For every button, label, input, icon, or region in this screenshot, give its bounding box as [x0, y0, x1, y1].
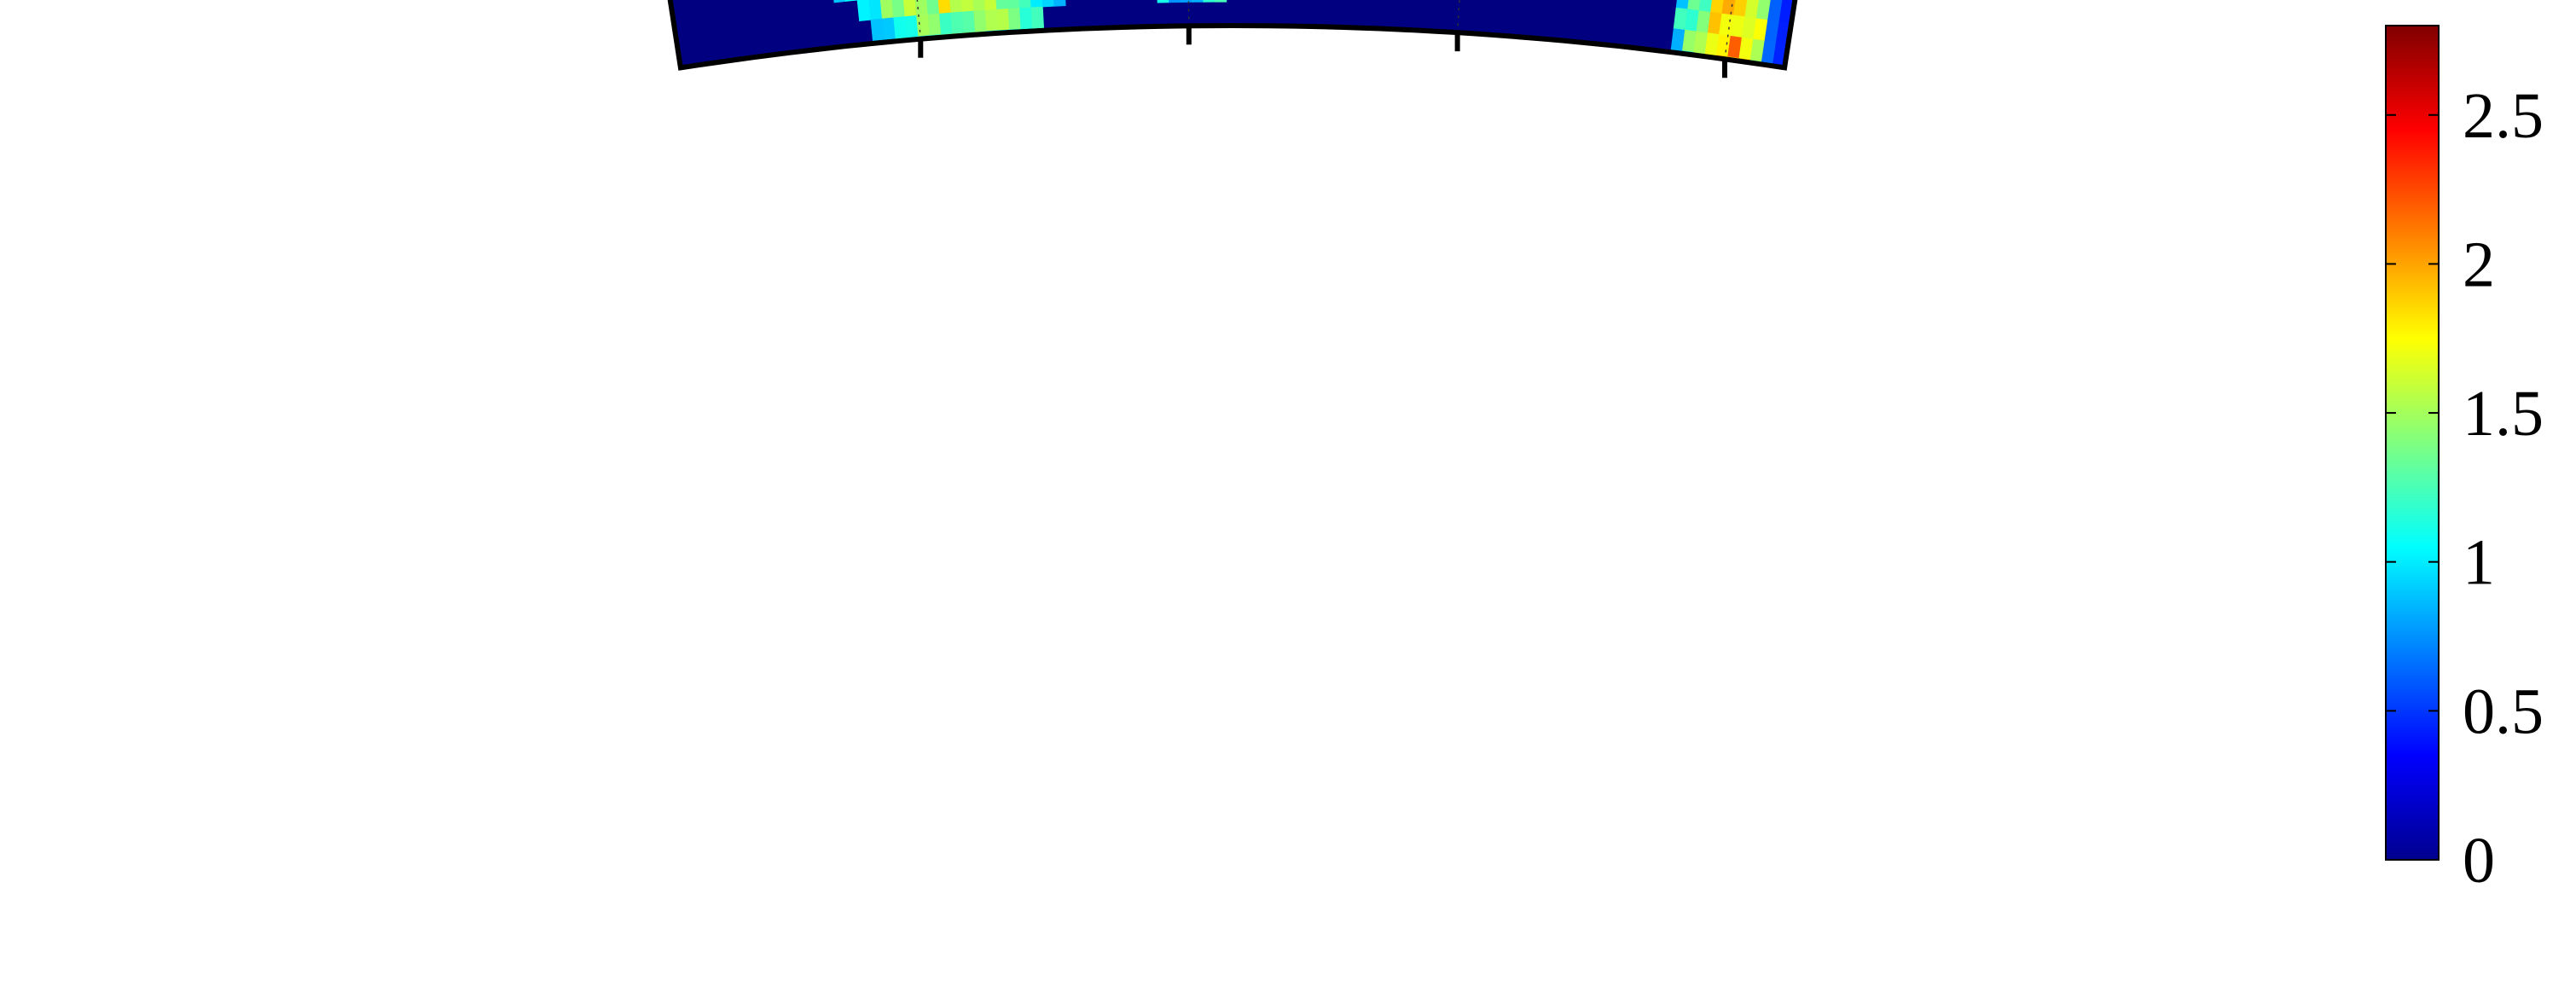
map-area [549, 0, 1916, 68]
heatmap-cell [904, 15, 920, 38]
colorbar-tick-label: 0 [2463, 825, 2495, 896]
heatmap-cell [984, 9, 999, 32]
heatmap-cell [856, 0, 872, 22]
heatmap-cell [914, 0, 929, 16]
heatmap-cell [1053, 0, 1066, 7]
heatmap-cell [925, 0, 940, 15]
heatmap-cell [902, 0, 917, 17]
latitude-labels: 44°N30'43°N30'42°N [509, 0, 647, 4]
heatmap-cell [949, 0, 963, 14]
heatmap-cell [1007, 0, 1020, 9]
heatmap-cell [937, 0, 952, 15]
colorbar-tick-label: 0.5 [2463, 676, 2544, 747]
heatmap-cell [927, 13, 942, 36]
colorbar: 0 0.5 1 1.5 2 2.5 [2385, 25, 2544, 896]
heatmap-cell [1030, 6, 1045, 29]
heatmap-cell [868, 0, 883, 20]
heatmap-cell [870, 18, 885, 42]
colorbar-tick-label: 2 [2463, 229, 2495, 300]
heatmap-cell [1168, 0, 1181, 3]
map-frame [667, 0, 1798, 71]
heatmap-cell [879, 0, 895, 20]
frame-ticks [918, 26, 1728, 78]
heatmap-cell [1030, 0, 1043, 9]
heatmap-cell [1018, 0, 1032, 9]
heatmap-cell [972, 0, 986, 12]
heatmap-cell [893, 16, 908, 39]
colorbar-tick-label: 1 [2463, 527, 2495, 599]
heatmap-cell [1019, 7, 1033, 30]
heatmap-cell [1041, 0, 1055, 8]
colorbar-gradient [2385, 25, 2440, 861]
heatmap-cell [1203, 0, 1215, 3]
heatmap-cell [973, 9, 988, 32]
heatmap-cell [950, 11, 965, 34]
heatmap-cell [1214, 0, 1227, 3]
heatmap-cell [1769, 62, 1785, 68]
colorbar-ticks: 0 0.5 1 1.5 2 2.5 [2386, 80, 2544, 896]
heatmap-cell [1157, 0, 1169, 3]
heatmap-cell [916, 14, 931, 38]
heatmap-cell [995, 0, 1009, 10]
heatmap-cell [996, 8, 1010, 32]
latitude-label: 44°N [509, 0, 647, 4]
heatmap-cell [881, 17, 896, 40]
heatmap-cell [983, 0, 997, 11]
heatmap-cell [1180, 0, 1192, 3]
heatmap-cell [891, 0, 906, 19]
heatmap-cell [1007, 8, 1022, 31]
heatmap-cell [939, 12, 954, 35]
heatmap-cell [1191, 0, 1204, 3]
heatmap-cell [960, 0, 975, 13]
colorbar-tick-label: 2.5 [2463, 80, 2544, 152]
heatmap-cell [961, 10, 976, 33]
colorbar-tick-label: 1.5 [2463, 378, 2544, 450]
